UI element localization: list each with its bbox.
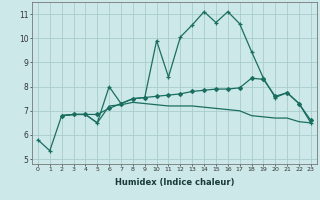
X-axis label: Humidex (Indice chaleur): Humidex (Indice chaleur) — [115, 178, 234, 187]
